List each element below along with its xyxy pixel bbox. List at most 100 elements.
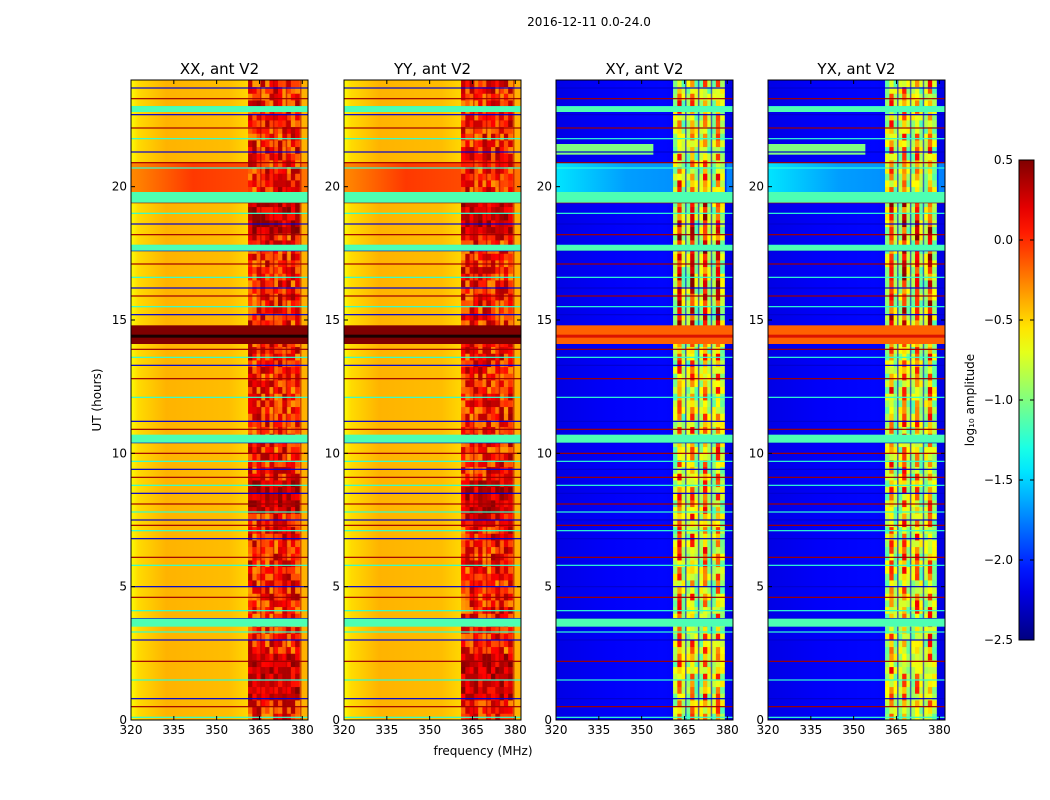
flag-row: [344, 519, 521, 521]
flag-row: [344, 564, 521, 566]
flag-row: [344, 476, 521, 478]
flag-row: [131, 378, 308, 380]
flag-row: [344, 287, 521, 289]
flag-row: [556, 151, 733, 153]
flag-row: [344, 596, 521, 598]
flag-row: [344, 492, 521, 494]
flag-row: [131, 468, 308, 470]
x-tick-label: 380: [928, 723, 951, 737]
panel-yx: YX, ant V2 320 335 350 365 380 0 5 10 15 20: [749, 60, 951, 737]
x-tick-label: 380: [504, 723, 527, 737]
flag-row: [556, 610, 733, 612]
flag-row: [768, 378, 945, 380]
flag-row: [131, 511, 308, 513]
flag-row: [768, 162, 945, 164]
flag-row: [344, 618, 521, 620]
flag-row: [768, 306, 945, 308]
flag-row: [556, 631, 733, 633]
flag-row: [556, 596, 733, 598]
flag-row: [131, 596, 308, 598]
flag-row: [768, 151, 945, 153]
flag-row: [556, 503, 733, 505]
flag-row: [344, 420, 521, 422]
flag-row: [131, 610, 308, 612]
panel-xx: XX, ant V2 320 335 350 365 380 0 5 10 15 20: [112, 60, 314, 737]
y-tick-label: 10: [325, 446, 340, 460]
flag-row: [344, 538, 521, 540]
flag-row: [131, 162, 308, 164]
y-tick-label: 0: [332, 713, 340, 727]
flag-row: [556, 314, 733, 316]
flag-row: [768, 223, 945, 225]
flag-row: [131, 420, 308, 422]
flag-row: [131, 114, 308, 116]
y-tick-label: 10: [749, 446, 764, 460]
flag-row: [344, 679, 521, 681]
flag-row: [344, 524, 521, 526]
flag-row: [344, 460, 521, 462]
x-tick-label: 350: [418, 723, 441, 737]
flag-row: [131, 356, 308, 358]
flag-row: [131, 364, 308, 366]
flag-row: [556, 564, 733, 566]
flag-row: [344, 706, 521, 708]
flag-row: [344, 378, 521, 380]
flag-row: [768, 596, 945, 598]
colorbar-tick-label: 0.5: [994, 153, 1013, 167]
flag-row: [556, 618, 733, 620]
flag-row: [768, 263, 945, 265]
flag-row: [768, 212, 945, 214]
x-tick-label: 350: [842, 723, 865, 737]
flag-row: [131, 618, 308, 620]
y-tick-label: 5: [756, 580, 764, 594]
flag-row: [556, 476, 733, 478]
flag-row: [344, 511, 521, 513]
flag-row: [556, 306, 733, 308]
plot-frame: [555, 79, 734, 721]
flag-row: [344, 396, 521, 398]
flag-row: [768, 639, 945, 641]
flag-row: [344, 364, 521, 366]
x-tick-label: 365: [248, 723, 271, 737]
flag-row: [556, 167, 733, 169]
flag-row: [344, 98, 521, 100]
flag-row: [556, 87, 733, 89]
x-tick-label: 350: [630, 723, 653, 737]
y-tick-label: 20: [749, 180, 764, 194]
flag-row: [344, 698, 521, 700]
flag-row: [131, 295, 308, 297]
flag-row: [131, 276, 308, 278]
flag-row: [768, 276, 945, 278]
x-tick-label: 365: [885, 723, 908, 737]
flag-row: [556, 586, 733, 588]
flag-row: [768, 420, 945, 422]
flag-row: [556, 378, 733, 380]
figure-title: 2016-12-11 0.0-24.0: [527, 15, 651, 29]
flag-row: [344, 138, 521, 140]
flag-row: [556, 511, 733, 513]
flag-row: [768, 538, 945, 540]
flag-row: [131, 538, 308, 540]
flag-row: [344, 314, 521, 316]
y-tick-label: 0: [756, 713, 764, 727]
flag-row: [131, 460, 308, 462]
flag-row: [344, 639, 521, 641]
x-tick-label: 320: [757, 723, 780, 737]
flag-row: [556, 452, 733, 454]
flag-row: [131, 524, 308, 526]
y-tick-label: 10: [112, 446, 127, 460]
panel-title: XY, ant V2: [605, 60, 683, 78]
flag-row: [556, 127, 733, 129]
flag-row: [344, 127, 521, 129]
flag-row: [131, 396, 308, 398]
flag-row: [768, 348, 945, 350]
y-tick-label: 15: [749, 313, 764, 327]
flag-row: [344, 151, 521, 153]
flag-row: [344, 295, 521, 297]
flag-row: [768, 98, 945, 100]
flag-row: [768, 610, 945, 612]
flag-row: [768, 519, 945, 521]
panel-title: XX, ant V2: [180, 60, 259, 78]
flag-row: [344, 263, 521, 265]
flag-row: [768, 660, 945, 662]
